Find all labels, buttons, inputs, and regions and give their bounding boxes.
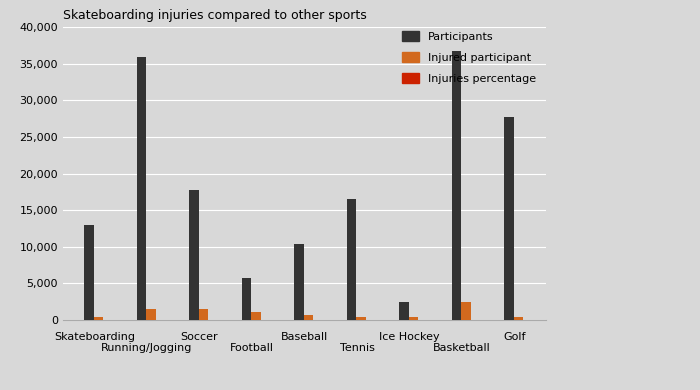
Text: Skateboarding: Skateboarding: [54, 332, 135, 342]
Text: Skateboarding injuries compared to other sports: Skateboarding injuries compared to other…: [63, 9, 367, 22]
Bar: [136, 57, 146, 320]
Text: Tennis: Tennis: [340, 343, 374, 353]
Text: Basketball: Basketball: [433, 343, 491, 353]
Bar: [504, 117, 514, 320]
Bar: [461, 301, 470, 320]
Bar: [346, 199, 356, 320]
Text: Golf: Golf: [503, 332, 526, 342]
Bar: [241, 278, 251, 320]
Bar: [304, 316, 313, 320]
Bar: [409, 317, 418, 320]
Bar: [199, 309, 208, 320]
Bar: [146, 309, 155, 320]
Bar: [399, 302, 409, 320]
Bar: [189, 190, 199, 320]
Text: Football: Football: [230, 343, 274, 353]
Legend: Participants, Injured participant, Injuries percentage: Participants, Injured participant, Injur…: [398, 27, 540, 88]
Text: Running/Jogging: Running/Jogging: [102, 343, 193, 353]
Bar: [94, 317, 103, 320]
Bar: [356, 317, 365, 320]
Text: Baseball: Baseball: [281, 332, 328, 342]
Bar: [452, 51, 461, 320]
Bar: [84, 225, 94, 320]
Bar: [514, 317, 523, 320]
Bar: [251, 312, 260, 320]
Bar: [294, 244, 304, 320]
Text: Soccer: Soccer: [181, 332, 218, 342]
Text: Ice Hockey: Ice Hockey: [379, 332, 440, 342]
